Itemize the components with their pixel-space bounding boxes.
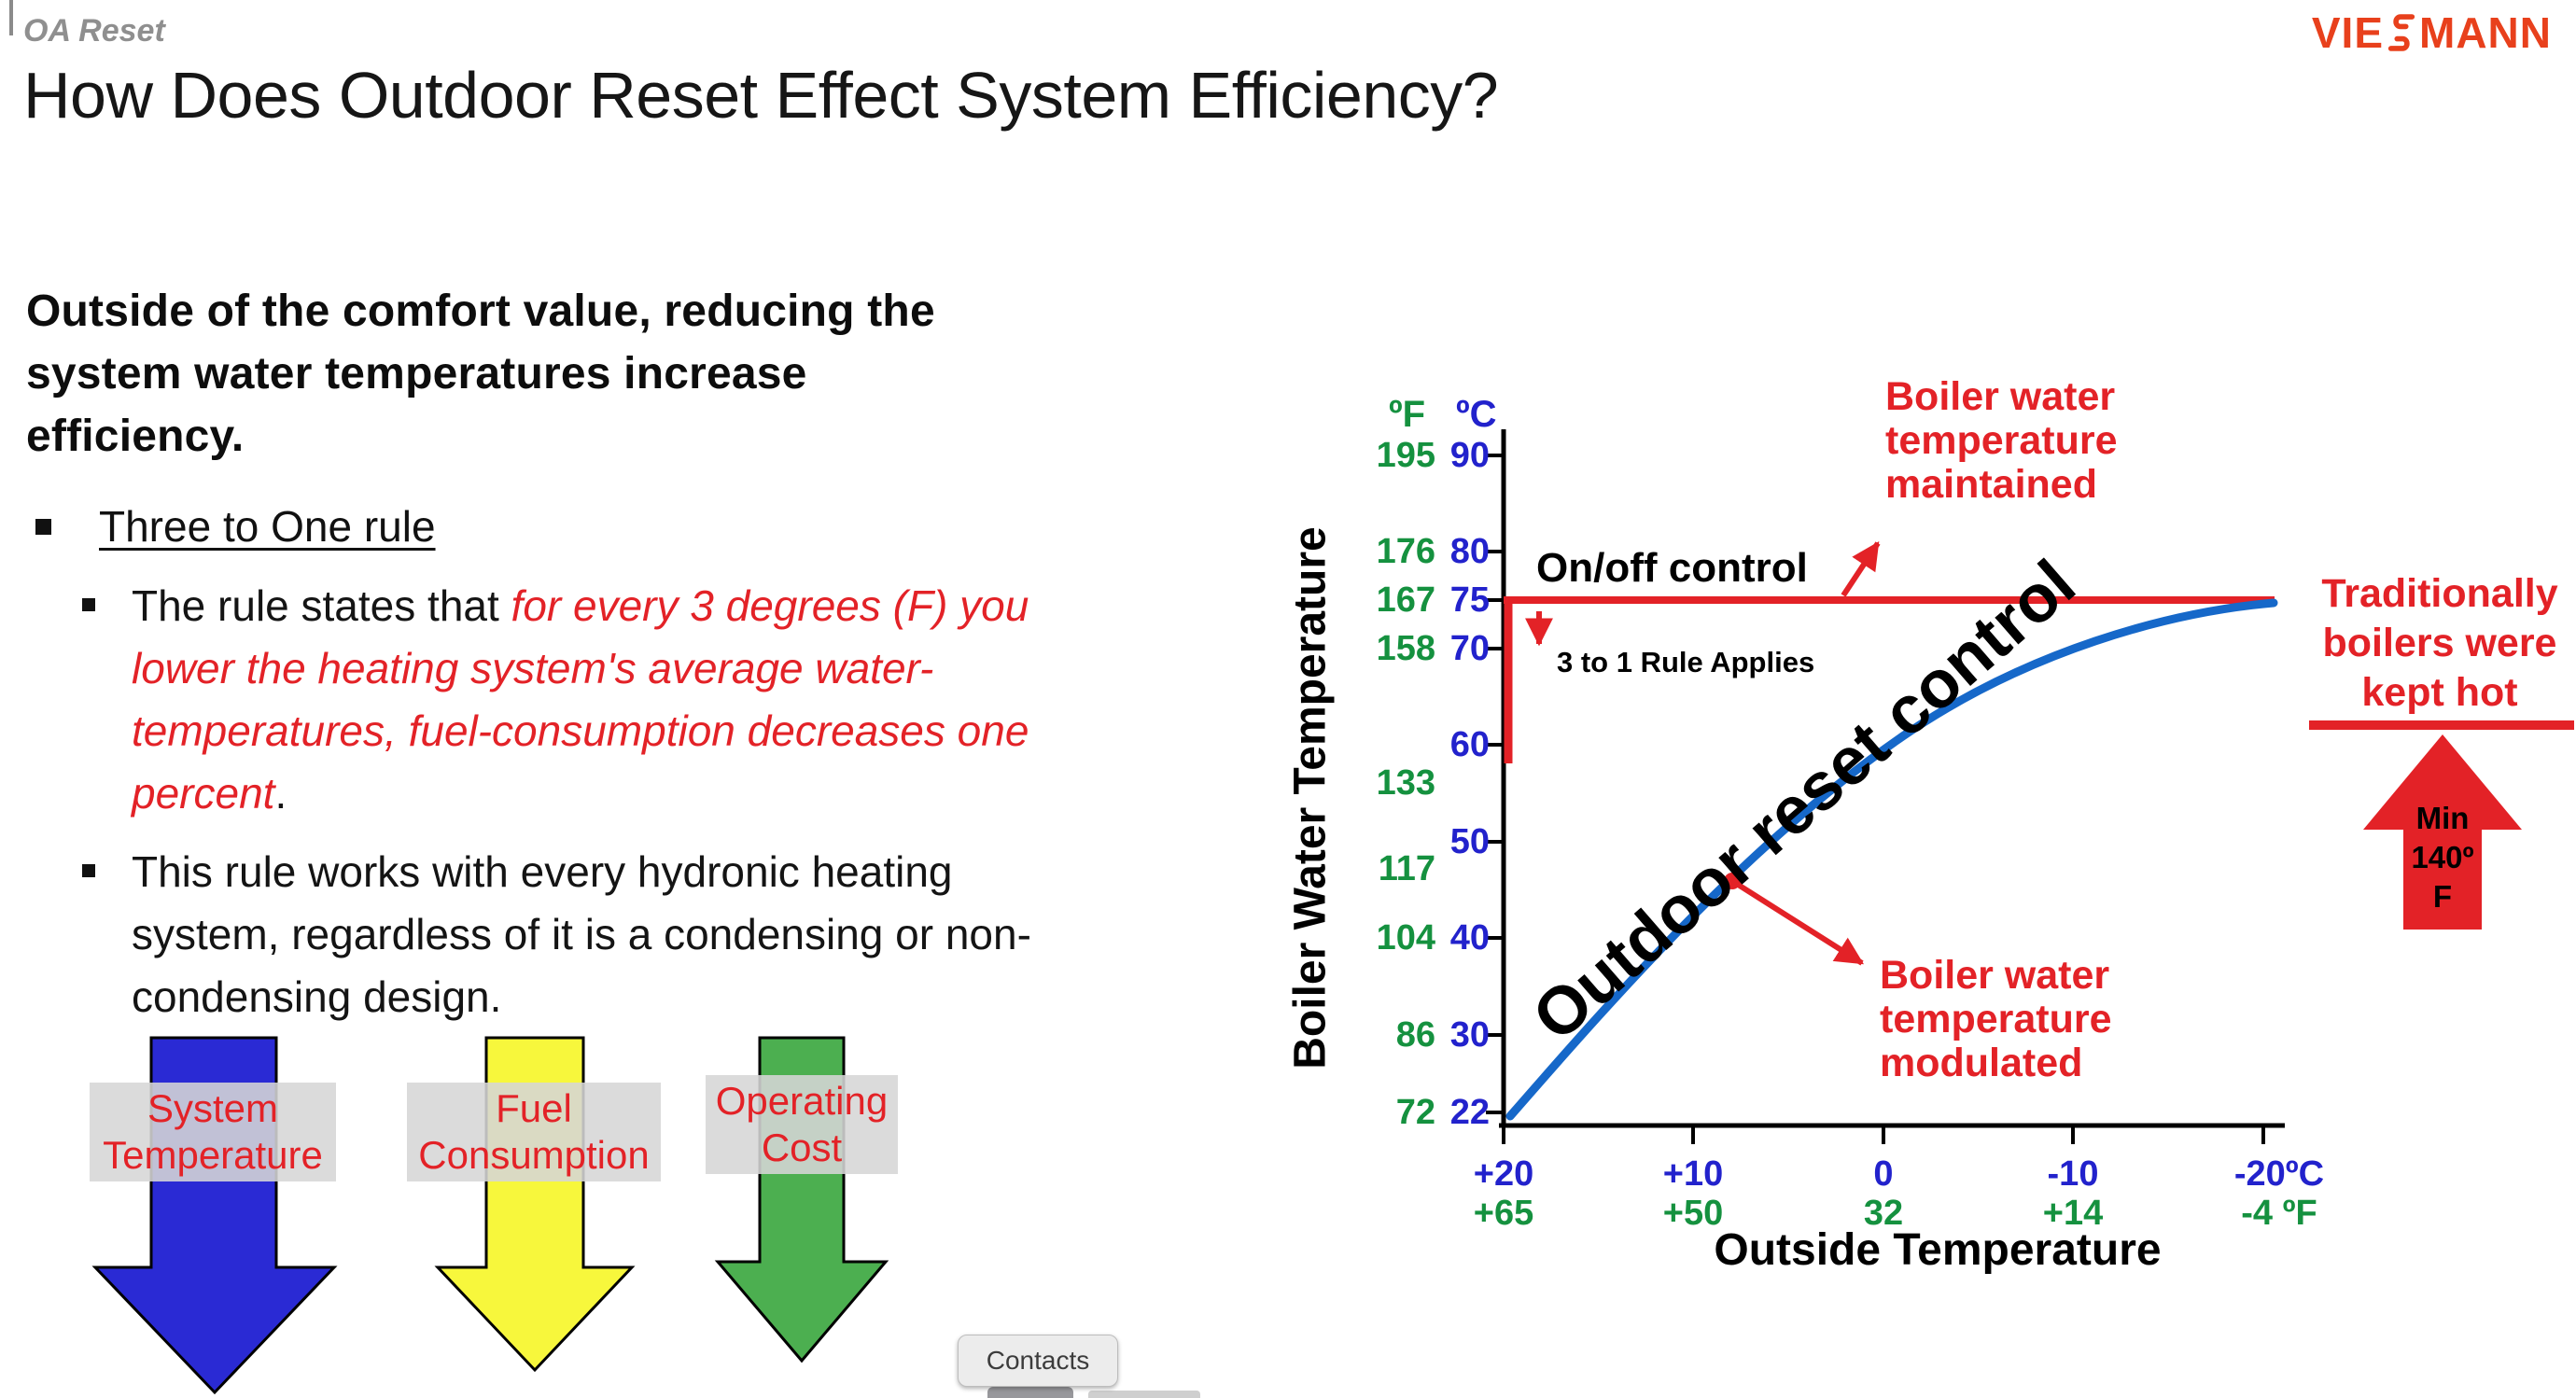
intro-line: efficiency. [26,412,245,461]
annotation-line: temperature [1880,997,2112,1042]
y-tick-c-22: 22 [1449,1093,1490,1132]
bullet-marker [35,519,51,535]
modulated-annotation: Boiler water temperature modulated [1880,954,2112,1085]
y-tick-c-75: 75 [1449,580,1490,620]
rule-statement-line: lower the heating system's average water… [132,644,934,692]
rule-scope-line: system, regardless of it is a condensing… [132,910,1031,958]
contacts-tooltip[interactable]: Contacts [958,1335,1118,1387]
contacts-label: Contacts [986,1346,1090,1375]
x-tick-c-plus10: +10 [1662,1154,1724,1194]
y-axis-ticks [1486,454,1505,1114]
rule-statement: The rule states that for every 3 degrees… [132,575,1029,825]
rule-statement-line: temperatures, fuel-consumption decreases… [132,706,1029,755]
note-line: boilers were [2322,621,2557,665]
dock-item-peek[interactable] [987,1387,1073,1398]
note-line: kept hot [2361,670,2518,715]
x-tick-f-minus4: -4 ºF [2241,1194,2317,1233]
y-axis-unit-fahrenheit: ºF [1389,394,1426,435]
rule-scope-line: This rule works with every hydronic heat… [132,847,953,896]
y-tick-c-90: 90 [1449,436,1490,475]
x-axis-ticks [1502,1125,2265,1144]
y-tick-f-86: 86 [1395,1015,1435,1055]
modulated-annotation-arrow [1730,878,1865,966]
label-line: Temperature [103,1133,323,1177]
x-tick-f-plus65: +65 [1473,1194,1534,1233]
rule-statement-line: percent. [132,762,1029,825]
annotation-line: Boiler water [1885,374,2116,419]
y-axis-unit-celsius: ºC [1456,394,1497,435]
rule-text-black: . [274,769,287,818]
onoff-control-label: On/off control [1536,545,1808,591]
breadcrumb: OA Reset [23,13,165,49]
x-axis-title: Outside Temperature [1714,1225,2162,1275]
y-axis-title: Boiler Water Temperature [1285,526,1336,1069]
window-edge-artifact [9,0,13,35]
traditional-boilers-note: Traditionally boilers were kept hot [2303,569,2576,718]
three-to-one-rule-title: Three to One rule [99,502,436,551]
rule-statement-line: The rule states that for every 3 degrees… [132,575,1029,637]
min-line: F [2432,879,2453,914]
min-temperature-label: Min 140º F [2382,799,2503,916]
x-tick-f-32: 32 [1863,1194,1904,1233]
maintained-annotation-arrow [1841,540,1881,597]
rule-text-red: percent [132,769,275,818]
label-line: System [147,1086,279,1130]
x-tick-c-minus10: -10 [2047,1154,2099,1194]
logo-text-suffix: MANN [2419,8,2552,57]
system-temperature-label: System Temperature [90,1083,336,1181]
rule-text-red: for every 3 degrees (F) you [511,581,1029,630]
rule-scope-note: This rule works with every hydronic heat… [132,841,1031,1028]
annotation-line: modulated [1880,1041,2083,1085]
fuel-consumption-label: Fuel Consumption [407,1083,661,1181]
y-tick-f-158: 158 [1376,629,1435,668]
y-tick-c-80: 80 [1449,532,1490,571]
outdoor-reset-curve [1505,598,2278,1121]
operating-cost-label: Operating Cost [706,1075,898,1174]
intro-line: system water temperatures increase [26,349,807,398]
viessmann-logo: VIE MANN [2312,7,2552,58]
rule-scope-line: condensing design. [132,972,502,1021]
y-tick-f-195: 195 [1376,436,1435,475]
dock-item-peek[interactable] [1088,1391,1200,1398]
three-to-one-label: 3 to 1 Rule Applies [1557,646,1815,678]
y-tick-f-167: 167 [1376,580,1435,620]
y-tick-f-133: 133 [1376,763,1435,803]
y-tick-c-70: 70 [1449,629,1490,668]
y-tick-f-104: 104 [1376,918,1435,958]
slide-title: How Does Outdoor Reset Effect System Eff… [23,59,1499,132]
label-line: Consumption [418,1133,650,1177]
intro-line: Outside of the comfort value, reducing t… [26,287,935,336]
logo-text-prefix: VIE [2311,8,2385,57]
annotation-line: Boiler water [1880,953,2110,998]
note-line: Traditionally [2321,571,2558,616]
x-tick-f-plus50: +50 [1662,1194,1724,1233]
x-tick-f-plus14: +14 [2042,1194,2104,1233]
intro-paragraph: Outside of the comfort value, reducing t… [26,280,935,468]
traditional-underline-bar [2309,720,2574,730]
bullet-marker [82,864,95,877]
min-line: Min [2415,801,2470,835]
bullet-marker [82,598,95,611]
label-line: Operating [715,1079,889,1123]
y-tick-c-40: 40 [1449,918,1490,958]
annotation-line: temperature [1885,418,2118,463]
min-line: 140º [2411,840,2474,874]
x-tick-c-0: 0 [1873,1154,1894,1194]
viessmann-mark-icon [2387,14,2415,51]
y-tick-f-72: 72 [1395,1093,1435,1132]
x-tick-c-plus20: +20 [1473,1154,1534,1194]
y-tick-c-60: 60 [1449,725,1490,764]
x-tick-c-minus20: -20ºC [2233,1154,2325,1194]
maintained-annotation: Boiler water temperature maintained [1885,375,2118,507]
y-tick-f-117: 117 [1378,849,1435,888]
y-tick-f-176: 176 [1376,532,1435,571]
label-line: Fuel [496,1086,572,1130]
annotation-line: maintained [1885,462,2097,507]
y-tick-c-30: 30 [1449,1015,1490,1055]
rule-text-black: The rule states that [132,581,511,630]
kept-hot-up-arrow [2363,734,2522,930]
y-tick-c-50: 50 [1449,822,1490,861]
label-line: Cost [761,1125,843,1169]
